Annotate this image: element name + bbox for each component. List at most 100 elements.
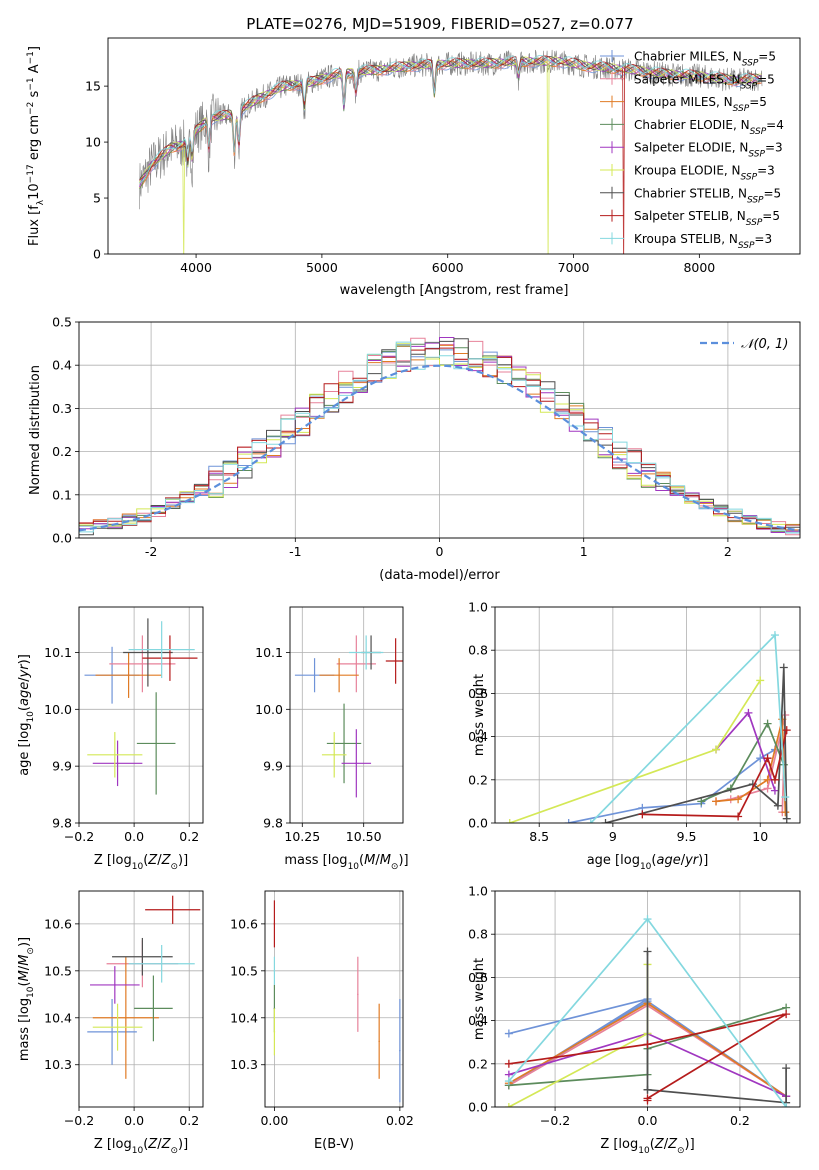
label-part: SSP — [747, 195, 764, 205]
label-part: SSP — [742, 59, 759, 69]
label-part: Z [log — [94, 1137, 132, 1152]
y-tick-label: 10 — [85, 135, 101, 150]
label-part: Salpeter MILES, N — [634, 72, 741, 86]
label-part: s — [27, 90, 42, 101]
weight-marker-salpeter_stelib — [734, 812, 743, 821]
x-tick-label: -2 — [145, 544, 157, 559]
ticks: −0.2 0.0 0.2 10.3 10.4 10.5 10.6 — [44, 916, 199, 1128]
x-tick-label: 0.2 — [179, 829, 199, 844]
label-part: Salpeter ELODIE, N — [634, 141, 748, 155]
model-spectrum-kroupa_stelib — [139, 54, 762, 184]
label-part: yr — [17, 663, 32, 679]
legend-label-normal: 𝒩(0, 1) — [741, 337, 788, 352]
x-tick-label: 0.2 — [730, 1113, 750, 1128]
point-salpeter_miles — [357, 993, 359, 996]
weight-marker-kroupa_miles — [781, 808, 790, 817]
panel-age_vs_mass: 10.25 10.50 9.8 9.9 10.0 10.1 — [255, 606, 404, 844]
ticks: −0.2 0.0 0.2 9.8 9.9 10.0 10.1 — [44, 645, 199, 844]
axes-frame — [78, 321, 801, 539]
y-tick-label: 0.8 — [468, 643, 488, 658]
y-tick-label: 15 — [85, 79, 101, 94]
weight-marker-kroupa_miles — [712, 797, 721, 806]
label-part: M — [364, 853, 375, 868]
x-tick-label: 0.0 — [124, 1113, 144, 1128]
weight-marker-salpeter_stelib — [638, 810, 647, 819]
label-part: age [log — [587, 853, 640, 868]
label-part: ( — [651, 853, 656, 868]
y-tick-label: 1.0 — [468, 600, 488, 615]
y-tick-label: 10.4 — [44, 1010, 72, 1025]
label-part: / — [681, 853, 686, 868]
x-tick-label: 10 — [752, 829, 768, 844]
panel-mass_vs_z: −0.2 0.0 0.2 10.3 10.4 10.5 10.6 — [44, 890, 204, 1128]
label-part: M — [380, 853, 391, 868]
axes-frame — [494, 606, 801, 824]
label-part: / — [157, 853, 162, 868]
legend-label-kroupa_stelib: Kroupa STELIB, NSSP=3 — [634, 232, 772, 251]
weight-marker-kroupa_miles — [763, 775, 772, 784]
plot-area — [505, 631, 791, 823]
axes-frame — [289, 606, 404, 824]
grid — [290, 607, 403, 824]
y-tick-label: 1.0 — [468, 884, 488, 899]
label-part: M — [17, 955, 32, 966]
x-tick-label: 1 — [580, 544, 588, 559]
plot-area — [84, 618, 198, 795]
panel-age_vs_z: −0.2 0.0 0.2 9.8 9.9 10.0 10.1 — [44, 606, 204, 844]
axes-frame — [264, 890, 404, 1108]
x-tick-label: 9.5 — [677, 829, 697, 844]
label-part: SSP — [733, 104, 750, 114]
y-tick-label: 0.0 — [468, 1100, 488, 1115]
point-salpeter_stelib — [273, 923, 276, 925]
weight-marker-chabrier_stelib — [779, 663, 788, 672]
point-salpeter_miles — [355, 663, 358, 665]
point-salpeter_elodie — [116, 762, 119, 765]
label-part: Z — [147, 853, 158, 868]
x-axis-label: age [log10(age/yr)] — [587, 853, 709, 872]
ticks: -2 -1 0 1 2 0.0 0.1 0.2 0.3 0.4 0.5 — [52, 315, 732, 560]
label-part: age [log — [17, 723, 32, 776]
label-part: Z — [147, 1137, 158, 1152]
legend-label-salpeter_elodie: Salpeter ELODIE, NSSP=3 — [634, 141, 783, 160]
point-kroupa_elodie — [116, 1026, 119, 1028]
label-part: 10 — [27, 183, 42, 200]
x-tick-label: −0.2 — [540, 1113, 570, 1128]
label-part: Chabrier MILES, N — [634, 50, 742, 64]
x-tick-label: 5000 — [306, 260, 338, 275]
weight-marker-kroupa_stelib — [643, 915, 652, 924]
panel-weight_vs_z: −0.2 0.0 0.2 0.0 0.2 0.4 0.6 0.8 1.0 — [468, 884, 801, 1128]
label-part: M — [17, 970, 32, 981]
point-kroupa_miles — [127, 674, 130, 677]
model-spectrum-kroupa_miles — [139, 58, 762, 189]
label-part: 10 — [638, 1146, 650, 1156]
weight-marker-chabrier_stelib — [643, 947, 652, 956]
legend-label-chabrier_stelib: Chabrier STELIB, NSSP=5 — [634, 186, 781, 205]
x-tick-label: −0.2 — [64, 1113, 94, 1128]
label-part: )] — [398, 853, 408, 868]
plot-area — [139, 49, 763, 254]
label-part: / — [157, 1137, 162, 1152]
x-tick-label: 8000 — [683, 260, 715, 275]
point-chabrier_stelib — [141, 955, 144, 958]
y-tick-label: 10.3 — [230, 1057, 258, 1072]
ticks: 10.25 10.50 9.8 9.9 10.0 10.1 — [255, 645, 381, 844]
point-chabrier_miles — [399, 1049, 401, 1052]
label-part: )] — [178, 1137, 188, 1152]
y-tick-label: 0.2 — [52, 444, 72, 459]
y-tick-label: 10.6 — [44, 916, 72, 931]
label-part: Chabrier STELIB, N — [634, 186, 747, 200]
y-tick-label: 0.2 — [468, 772, 488, 787]
weight-marker-salpeter_stelib — [782, 1010, 791, 1019]
label-part: 10 — [348, 862, 360, 872]
point-chabrier_stelib — [147, 651, 149, 654]
label-part: age — [17, 682, 32, 706]
label-part: Z [log — [94, 853, 132, 868]
y-axis-label: Normed distribution — [28, 365, 43, 495]
axes-frame — [494, 890, 801, 1108]
y-tick-label: 10.5 — [230, 963, 258, 978]
y-axis-label: Flux [fλ10−17 erg cm−2 s−1 A−1] — [26, 46, 46, 246]
label-part: )] — [698, 853, 708, 868]
y-tick-label: 10.3 — [44, 1057, 72, 1072]
point-chabrier_elodie — [152, 1007, 155, 1010]
